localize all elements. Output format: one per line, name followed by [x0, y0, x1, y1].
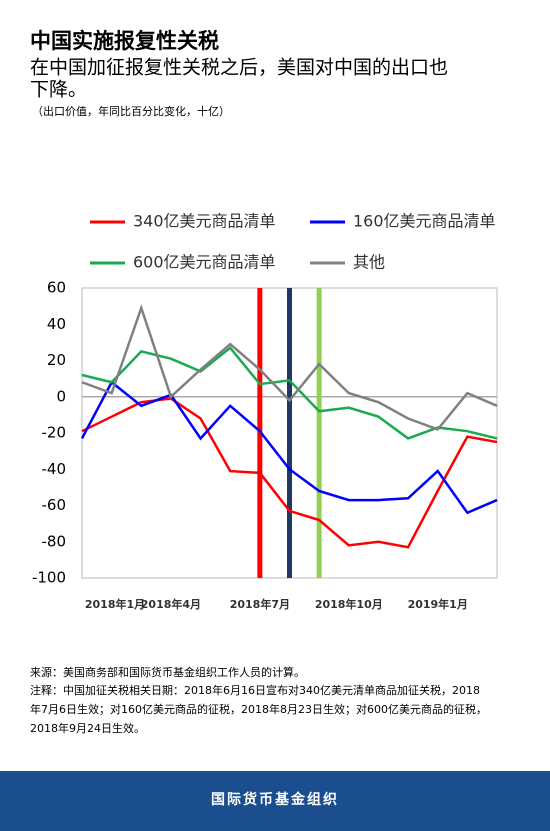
y-tick-label: -20 — [42, 424, 67, 442]
y-tick-label: -60 — [42, 496, 67, 514]
legend-label: 160亿美元商品清单 — [353, 212, 496, 231]
source: 来源：美国商务部和国际货币基金组织工作人员的计算。 — [30, 665, 305, 679]
note: 2018年9月24日生效。 — [30, 721, 145, 735]
x-tick-label: 2019年1月 — [408, 597, 468, 611]
y-tick-label: 0 — [56, 387, 66, 405]
legend-label: 其他 — [353, 253, 385, 272]
footer-band — [0, 771, 550, 831]
x-tick-label: 2018年10月 — [315, 597, 383, 611]
series-line — [81, 304, 498, 431]
y-tick-label: 60 — [47, 279, 66, 297]
y-tick-label: 40 — [47, 315, 66, 333]
note: 注释：中国加征关税相关日期：2018年6月16日宣布对340亿美元清单商品加征关… — [30, 683, 480, 697]
y-tick-label: -80 — [42, 532, 67, 550]
y-tick-label: -100 — [32, 569, 66, 587]
series-line — [80, 380, 498, 515]
chart-title: 中国实施报复性关税 — [30, 29, 219, 53]
unit-note: （出口价值，年同比百分比变化，十亿） — [32, 104, 230, 118]
x-tick-label: 2018年1月 — [85, 597, 145, 611]
subtitle: 在中国加征报复性关税之后，美国对中国的出口也 — [30, 57, 448, 79]
legend-label: 600亿美元商品清单 — [133, 253, 276, 272]
y-tick-label: 20 — [47, 351, 66, 369]
note: 年7月6日生效；对160亿美元商品的征税，2018年8月23日生效；对600亿美… — [30, 702, 487, 716]
y-tick-label: -40 — [42, 460, 67, 478]
series-line — [81, 346, 498, 440]
x-tick-label: 2018年4月 — [141, 597, 201, 611]
footer: 国际货币基金组织 — [211, 791, 339, 808]
legend-label: 340亿美元商品清单 — [133, 212, 276, 231]
subtitle: 下降。 — [30, 79, 87, 101]
x-tick-label: 2018年7月 — [230, 597, 290, 611]
